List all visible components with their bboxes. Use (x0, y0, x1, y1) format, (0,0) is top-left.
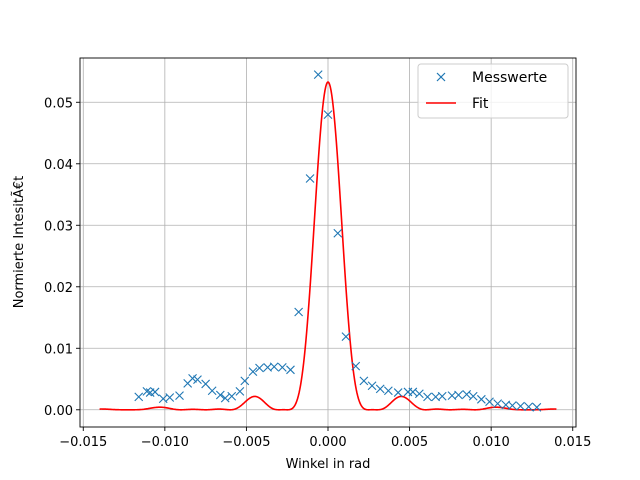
data-point (408, 387, 418, 397)
data-point (462, 390, 472, 399)
data-point (476, 394, 486, 404)
fit-curve (99, 81, 557, 411)
y-axis-ticks: 0.00 0.01 0.02 0.03 0.04 0.05 (44, 96, 80, 419)
data-point (493, 399, 503, 409)
fit-curve-group (99, 81, 557, 411)
x-tick-label: 0.005 (391, 435, 428, 450)
data-point (235, 386, 245, 396)
data-point (215, 390, 225, 400)
y-axis-label: Normierte IntesitÃ€t (11, 176, 27, 309)
data-point (240, 376, 250, 386)
legend-label-messwerte: Messwerte (472, 70, 547, 86)
data-point (507, 401, 517, 410)
x-axis-label: Winkel in rad (286, 457, 371, 472)
data-point (532, 402, 542, 412)
data-point (393, 388, 403, 397)
data-point (150, 387, 160, 397)
data-point (437, 391, 447, 401)
data-point (313, 70, 323, 79)
data-point (333, 228, 343, 238)
data-point (255, 363, 264, 373)
legend: Messwerte Fit (417, 63, 569, 119)
data-point (414, 389, 424, 399)
data-point (248, 367, 258, 377)
data-point (227, 391, 237, 401)
data-point (351, 361, 361, 371)
data-point (220, 393, 230, 403)
x-tick-label: 0.010 (473, 435, 510, 450)
data-point (305, 174, 315, 183)
x-tick-label: −0.015 (59, 435, 107, 450)
data-point (468, 391, 478, 401)
data-point (286, 365, 295, 375)
y-tick-label: 0.00 (44, 404, 73, 419)
y-tick-label: 0.04 (44, 158, 73, 173)
legend-box (417, 63, 569, 119)
y-tick-label: 0.01 (44, 342, 73, 357)
data-point (175, 391, 184, 401)
data-markers (134, 70, 542, 412)
data-point (341, 332, 351, 341)
y-tick-label: 0.03 (44, 219, 73, 234)
data-point (485, 397, 494, 407)
data-point (294, 307, 304, 317)
x-tick-label: −0.005 (222, 435, 270, 450)
data-point (423, 392, 432, 402)
grid-lines (80, 58, 576, 427)
data-point (375, 384, 385, 394)
data-point (323, 110, 333, 119)
data-point (193, 375, 202, 385)
data-point (142, 386, 152, 396)
data-point (207, 386, 217, 396)
data-point (188, 374, 197, 383)
data-point (134, 392, 144, 402)
y-tick-label: 0.05 (44, 96, 73, 111)
x-tick-label: 0.015 (554, 435, 591, 450)
data-point (269, 362, 279, 372)
legend-label-fit: Fit (472, 96, 489, 112)
data-point (516, 401, 525, 411)
y-tick-label: 0.02 (44, 281, 73, 296)
data-point (454, 390, 463, 400)
data-point (383, 386, 393, 396)
data-point (359, 376, 369, 386)
x-tick-label: 0.000 (309, 435, 346, 450)
data-point (165, 393, 175, 402)
data-point (524, 402, 534, 412)
data-point (367, 381, 377, 391)
x-axis-ticks: −0.015 −0.010 −0.005 0.000 0.005 0.010 0.015 (59, 427, 591, 450)
legend-marker-messwerte (436, 72, 446, 82)
x-tick-label: −0.010 (141, 435, 189, 450)
data-point (277, 362, 287, 372)
